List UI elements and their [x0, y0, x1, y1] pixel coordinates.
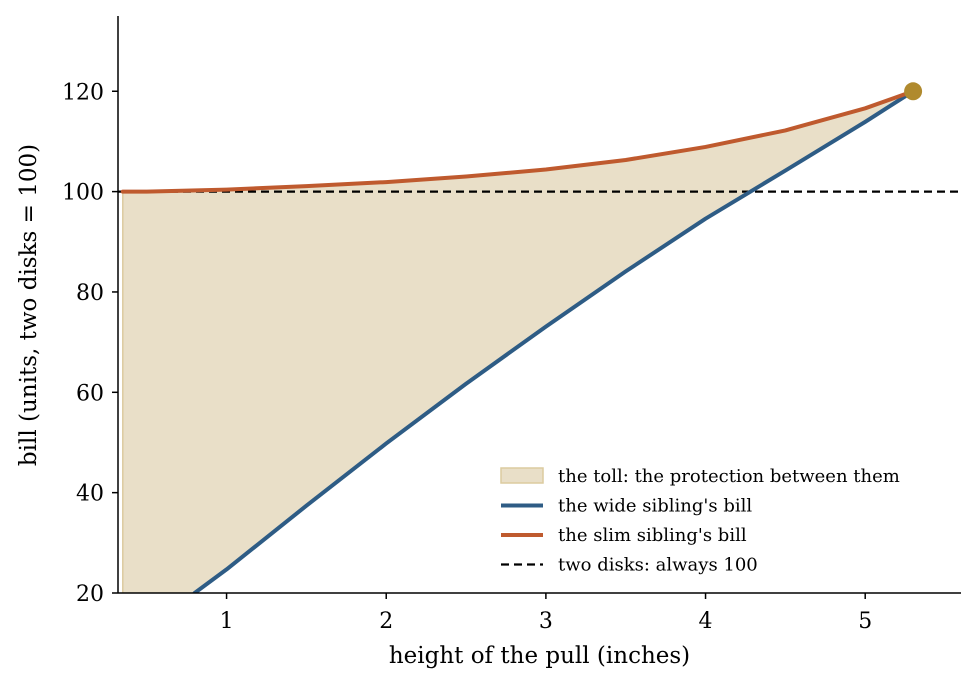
- wide-sibling-line: [192, 89, 916, 593]
- slim-sibling-line: [120, 89, 916, 194]
- y-axis-title: bill (units, two disks = 100): [16, 144, 42, 466]
- plot-area: [118, 89, 961, 593]
- y-tick-label: 20: [76, 582, 104, 607]
- legend-slim-label: the slim sibling's bill: [558, 525, 747, 546]
- y-tick-label: 120: [62, 80, 104, 105]
- x-tick-label: 4: [699, 609, 713, 634]
- legend-wide-label: the wide sibling's bill: [558, 496, 752, 517]
- legend-toll-label: the toll: the protection between them: [558, 466, 900, 487]
- x-axis-ticks: 1 2 3 4 5: [220, 593, 872, 634]
- y-tick-label: 80: [76, 281, 104, 306]
- x-tick-label: 3: [539, 609, 553, 634]
- legend: the toll: the protection between them the…: [500, 466, 900, 576]
- y-tick-label: 60: [76, 381, 104, 406]
- legend-toll-swatch: [500, 467, 544, 484]
- y-tick-label: 100: [62, 181, 104, 206]
- legend-two-disks-label: two disks: always 100: [558, 555, 758, 576]
- toll-area: [122, 90, 914, 593]
- x-axis-title: height of the pull (inches): [389, 643, 690, 669]
- y-tick-label: 40: [76, 482, 104, 507]
- x-tick-label: 1: [220, 609, 234, 634]
- x-tick-label: 5: [858, 609, 872, 634]
- y-axis-ticks: 20 40 60 80 100 120: [62, 80, 118, 607]
- endpoint-marker: [904, 82, 923, 101]
- x-tick-label: 2: [379, 609, 393, 634]
